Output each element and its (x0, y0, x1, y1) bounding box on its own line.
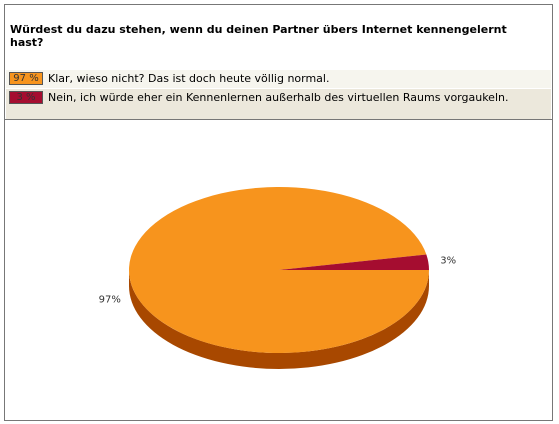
legend-row: 97 % Klar, wieso nicht? Das ist doch heu… (6, 70, 551, 88)
frame: Würdest du dazu stehen, wenn du deinen P… (4, 4, 553, 421)
separator (5, 119, 552, 120)
pie-slice (129, 187, 429, 354)
slice-label: 97% (99, 295, 121, 306)
legend-label: Klar, wieso nicht? Das ist doch heute vö… (48, 72, 330, 85)
slice-label: 3% (440, 255, 456, 266)
legend-swatch: 3 % (9, 91, 43, 104)
slice-side (129, 270, 429, 369)
legend-row: 3 % Nein, ich würde eher ein Kennenlerne… (6, 89, 551, 119)
pie-slice (279, 254, 430, 270)
legend-swatch: 97 % (9, 72, 43, 85)
legend-label: Nein, ich würde eher ein Kennenlernen au… (48, 91, 509, 104)
poll-title: Würdest du dazu stehen, wenn du deinen P… (10, 23, 507, 49)
